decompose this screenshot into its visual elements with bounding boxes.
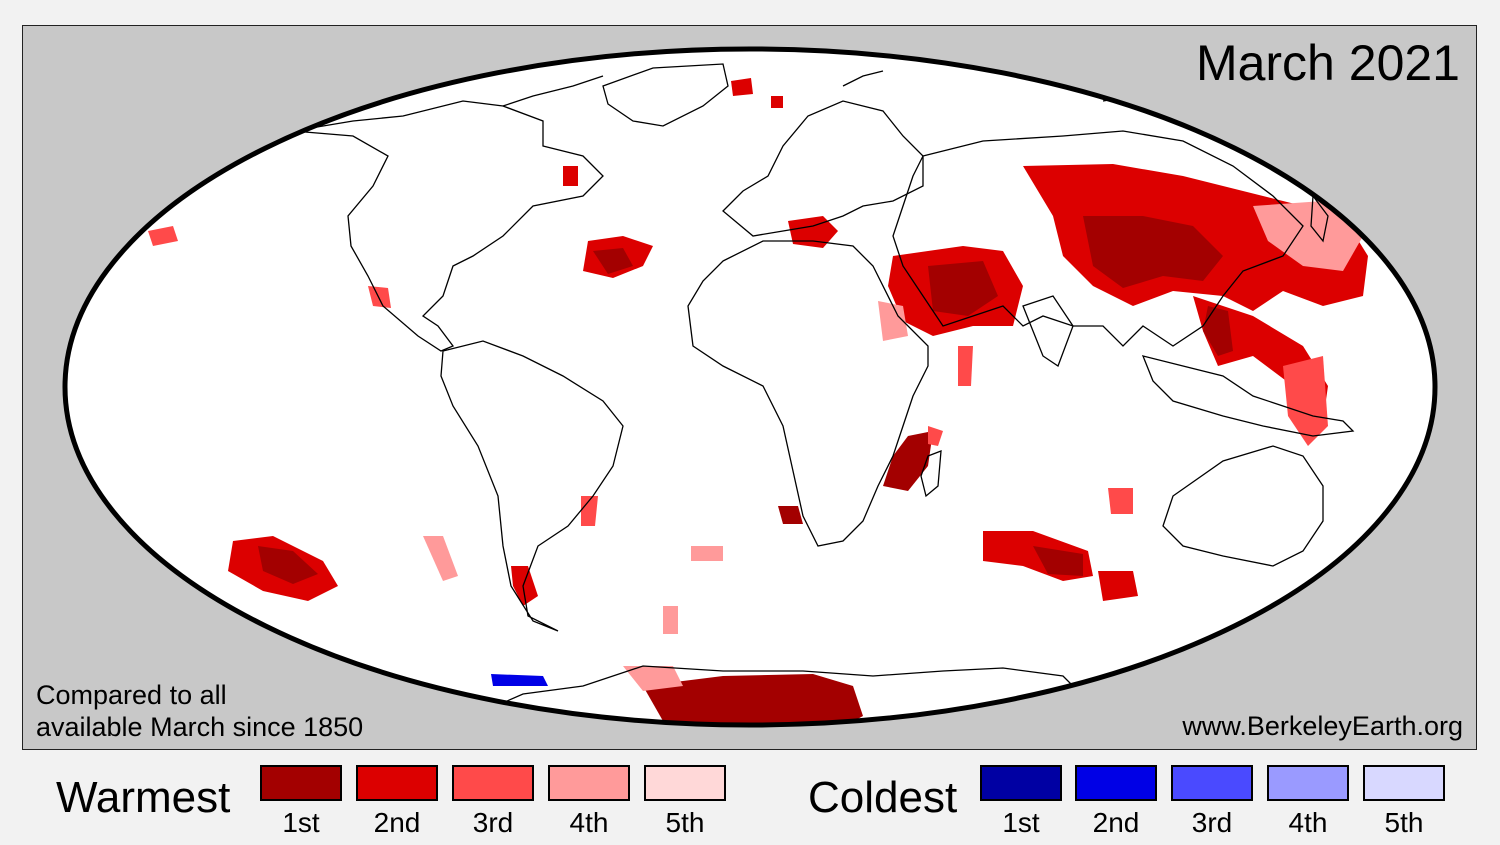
region-east-asia-light — [1253, 201, 1363, 271]
globe-fill — [65, 49, 1435, 725]
region-alaska — [148, 226, 178, 246]
region-mediterranean — [788, 216, 838, 248]
label-cold-3rd: 3rd — [1191, 807, 1233, 838]
region-north-atlantic-dark — [593, 248, 633, 274]
label-cold-5th: 5th — [1384, 807, 1424, 838]
region-mozambique — [883, 431, 933, 491]
label-warm-3rd: 3rd — [472, 807, 514, 838]
region-greenland-east — [731, 78, 753, 96]
india-outline — [1022, 295, 1074, 367]
legend-warmest-title: Warmest — [56, 773, 231, 822]
madagascar-outline — [920, 450, 942, 498]
coastlines — [292, 63, 1379, 725]
region-south-atlantic — [581, 496, 598, 526]
region-south-pacific-2 — [423, 536, 458, 581]
region-south-atlantic-mid — [663, 606, 678, 634]
source-url: www.BerkeleyEarth.org — [1182, 711, 1463, 741]
swatch-cold-4th — [1267, 765, 1349, 801]
region-patagonia — [511, 566, 538, 606]
region-australia-west — [1108, 488, 1133, 514]
region-south-indian-2 — [1098, 571, 1138, 601]
comparison-note: Compared to all available March since 18… — [36, 679, 363, 743]
swatch-cold-5th — [1363, 765, 1445, 801]
antarctica-outline — [470, 665, 1085, 725]
legend-warmest: Warmest 1st 2nd 3rd 4th 5th — [0, 765, 750, 845]
region-indian-ocean-mid — [958, 346, 973, 386]
legend-coldest: Coldest 1st 2nd 3rd 4th 5th — [0, 765, 1500, 845]
region-south-africa-coast — [778, 506, 803, 524]
region-arabia-dark — [928, 261, 998, 316]
africa-outline — [687, 240, 929, 547]
region-cold-amundsen — [491, 674, 548, 686]
map-panel: March 2021 Compared to all available Mar… — [22, 25, 1477, 750]
region-antarctica-light — [623, 666, 683, 691]
region-mexico — [368, 286, 391, 308]
globe-border — [62, 46, 1438, 728]
region-south-pacific-dark — [258, 546, 318, 584]
new-zealand-outline — [1342, 570, 1379, 617]
label-warm-2nd: 2nd — [373, 807, 421, 838]
comparison-note-line-2: available March since 1850 — [36, 712, 364, 742]
label-cold-2nd: 2nd — [1092, 807, 1140, 838]
swatch-warm-3rd — [452, 765, 534, 801]
region-scandinavia — [771, 96, 783, 108]
region-newfoundland — [563, 166, 578, 186]
label-warm-4th: 4th — [569, 807, 609, 838]
comparison-note-line-1: Compared to all — [36, 680, 227, 710]
asia-outline — [892, 130, 1304, 347]
greenland-outline — [602, 63, 729, 127]
region-indonesia — [1283, 356, 1328, 446]
swatch-warm-5th — [644, 765, 726, 801]
southeast-asia-islands — [1141, 355, 1355, 437]
region-red-sea — [878, 301, 908, 341]
north-america-outline — [292, 100, 604, 352]
label-cold-4th: 4th — [1288, 807, 1328, 838]
world-map — [62, 46, 1438, 728]
anomaly-regions — [148, 78, 1368, 725]
swatch-cold-3rd — [1171, 765, 1253, 801]
swatch-warm-2nd — [356, 765, 438, 801]
region-south-indian-dark — [1033, 546, 1083, 576]
region-philippines — [1203, 306, 1233, 356]
label-warm-1st: 1st — [282, 807, 320, 838]
region-east-asia-dark — [1083, 216, 1223, 288]
australia-outline — [1162, 445, 1324, 567]
swatch-warm-1st — [260, 765, 342, 801]
legend-coldest-title: Coldest — [808, 773, 958, 822]
map-title: March 2021 — [1195, 35, 1460, 91]
label-cold-1st: 1st — [1002, 807, 1040, 838]
region-mozambique-light — [928, 426, 943, 446]
south-america-outline — [440, 340, 624, 632]
label-warm-5th: 5th — [665, 807, 705, 838]
swatch-cold-2nd — [1075, 765, 1157, 801]
region-south-atlantic-2 — [691, 546, 723, 561]
swatch-warm-4th — [548, 765, 630, 801]
swatch-cold-1st — [980, 765, 1062, 801]
japan-outline — [1310, 194, 1329, 243]
